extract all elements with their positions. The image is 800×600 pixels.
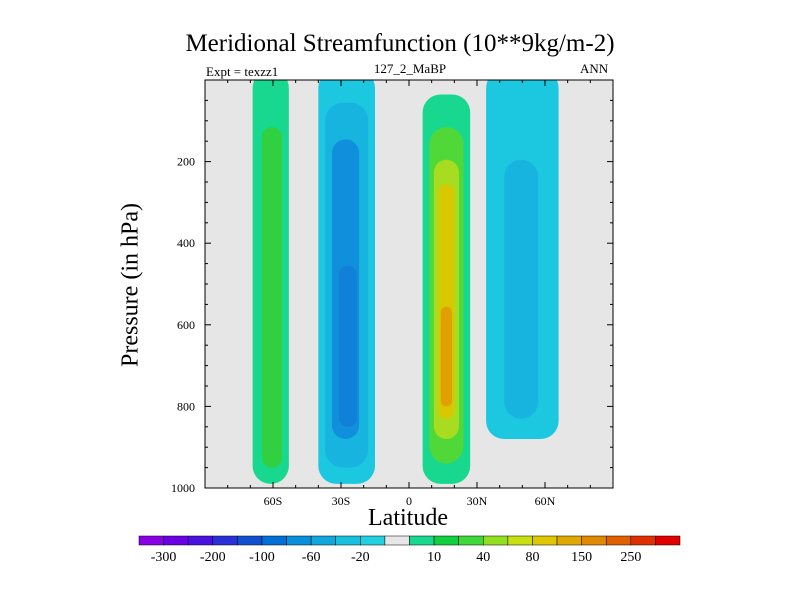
colorbar-swatch — [409, 535, 435, 546]
colorbar-swatch — [458, 535, 484, 546]
experiment-label: Expt = texzz1 — [206, 64, 279, 79]
colorbar-swatch — [187, 535, 214, 546]
colorbar-swatch — [310, 535, 336, 546]
colorbar-swatch — [261, 535, 287, 546]
y-tick-label: 200 — [177, 155, 195, 169]
colorbar-swatch — [605, 535, 632, 546]
colorbar-swatch — [360, 535, 386, 546]
x-tick-label: 30N — [467, 494, 488, 508]
y-tick-label: 600 — [177, 318, 195, 332]
colorbar-label: 40 — [476, 550, 490, 565]
colorbar-label: 150 — [571, 550, 592, 565]
x-tick-label: 60N — [535, 494, 556, 508]
season-label: ANN — [580, 61, 609, 76]
contour-region-12 — [504, 159, 539, 419]
colorbar-label: 10 — [427, 550, 441, 565]
colorbar-swatch — [581, 535, 607, 546]
y-tick-label: 400 — [177, 236, 195, 250]
colorbar-swatch — [384, 535, 410, 546]
colorbar-label: -200 — [200, 550, 226, 565]
colorbar-swatch — [212, 535, 238, 546]
colorbar-swatch — [138, 535, 164, 546]
colorbar-label: -20 — [351, 550, 370, 565]
colorbar-swatch — [163, 535, 189, 546]
colorbar-label: -100 — [249, 550, 275, 565]
colorbar-swatch — [335, 535, 361, 546]
colorbar-label: -300 — [151, 550, 177, 565]
colorbar: -300 -200 -100 -60 -20 10 40 80 150 250 — [138, 535, 681, 565]
y-tick-label: 1000 — [171, 481, 195, 495]
colorbar-swatch — [433, 535, 459, 546]
colorbar-swatch — [237, 535, 263, 546]
x-tick-label: 30S — [332, 494, 351, 508]
plot-frame — [204, 79, 614, 489]
colorbar-swatch — [532, 535, 558, 546]
contour-region-5 — [338, 265, 357, 427]
colorbar-label: 250 — [620, 550, 641, 565]
colorbar-swatch — [507, 535, 533, 546]
chart-subtitle: 127_2_MaBP — [373, 61, 447, 76]
contour-fills — [252, 80, 559, 484]
contour-region-1 — [261, 127, 283, 468]
colorbar-swatch — [630, 535, 656, 546]
x-tick-label: 0 — [406, 494, 412, 508]
colorbar-swatch — [556, 535, 582, 546]
colorbar-swatch — [286, 535, 312, 546]
colorbar-label: 80 — [525, 550, 539, 565]
contour-region-10 — [440, 306, 453, 407]
x-tick-label: 60S — [264, 494, 283, 508]
colorbar-swatch — [655, 535, 681, 546]
y-tick-label: 800 — [177, 399, 195, 413]
colorbar-swatch — [483, 535, 509, 546]
x-axis-label: Latitude — [368, 505, 448, 531]
colorbar-label: -60 — [302, 550, 321, 565]
chart-title: Meridional Streamfunction (10**9kg/m-2) — [185, 30, 615, 57]
